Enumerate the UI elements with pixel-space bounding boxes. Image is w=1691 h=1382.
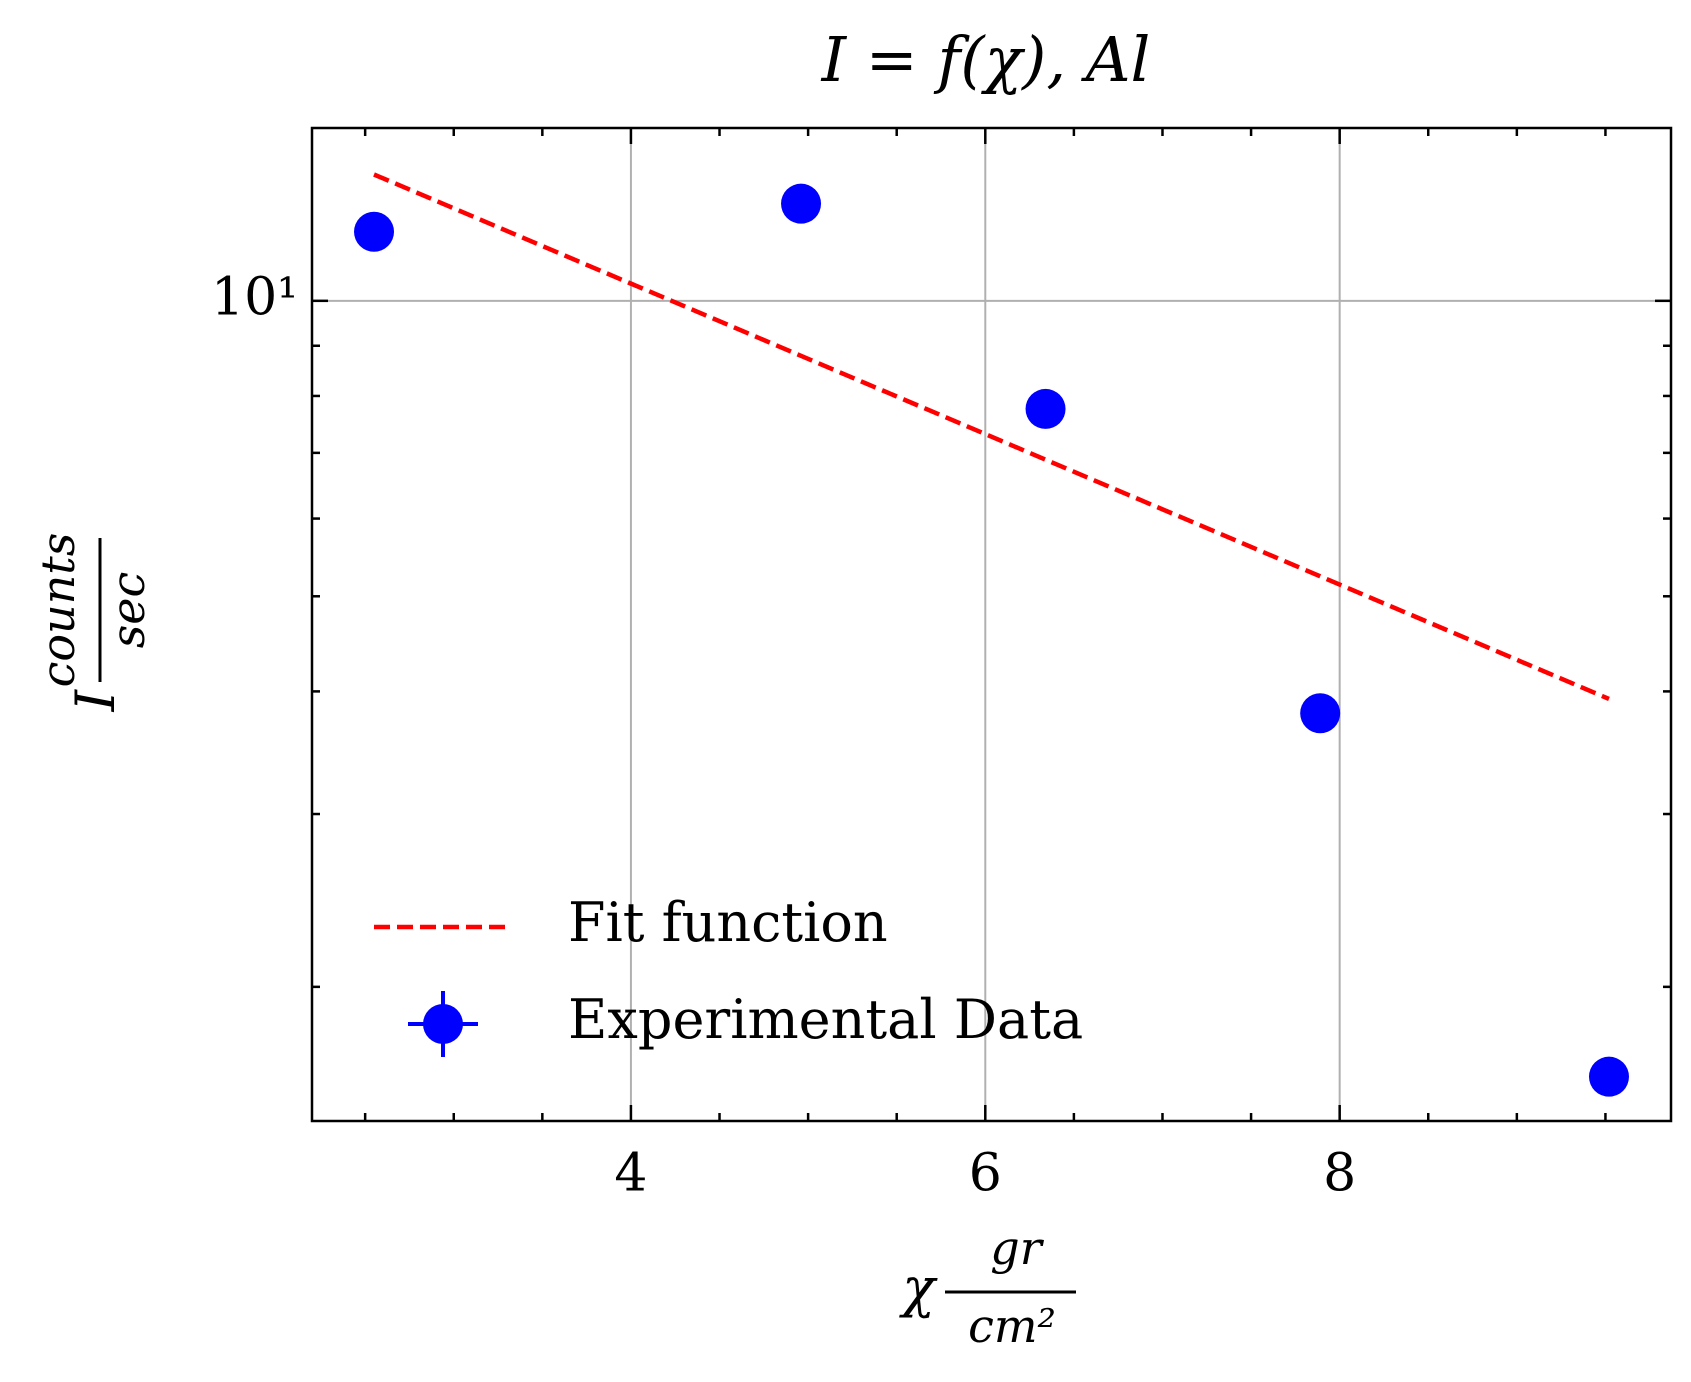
x-tick-label: 8 <box>1323 1144 1356 1204</box>
x-label-symbol: χ <box>898 1256 938 1319</box>
x-tick-label: 4 <box>614 1144 647 1204</box>
data-point <box>1025 388 1066 429</box>
x-axis-label: χ gr cm² <box>898 1221 1076 1353</box>
legend-label: Fit function <box>568 891 888 954</box>
data-point <box>354 211 395 252</box>
chart-title: I = f(χ), Al <box>821 23 1151 96</box>
legend-label: Experimental Data <box>568 988 1083 1051</box>
y-tick-label: 10¹ <box>211 267 298 327</box>
data-point <box>1300 693 1341 734</box>
fit-line <box>373 172 1610 701</box>
data-point <box>1588 1056 1629 1097</box>
y-label-numerator: counts <box>31 533 85 688</box>
y-label-denominator: sec <box>101 572 155 649</box>
data-point <box>781 183 822 224</box>
legend-swatch <box>423 1004 463 1044</box>
x-label-denominator: cm² <box>968 1299 1056 1353</box>
y-label-symbol: I <box>64 688 127 712</box>
plot-frame <box>310 126 1673 1123</box>
x-label-numerator: gr <box>990 1221 1044 1275</box>
x-tick-label: 6 <box>969 1144 1002 1204</box>
y-axis-label: I counts sec <box>31 533 155 713</box>
